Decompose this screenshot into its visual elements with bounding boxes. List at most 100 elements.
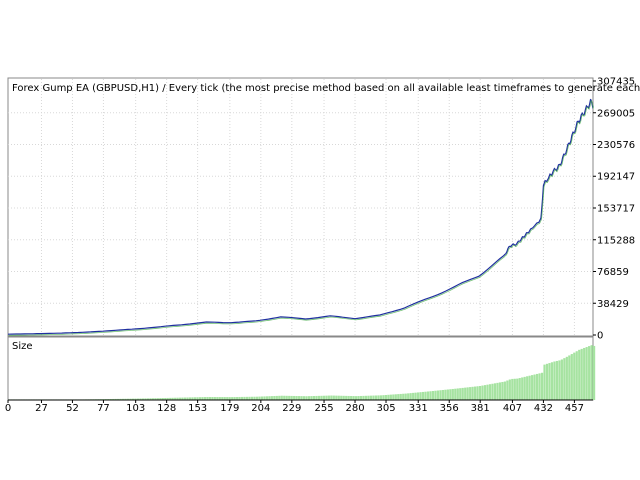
size-bar	[206, 396, 209, 400]
size-bar	[523, 376, 526, 400]
size-bar	[325, 395, 328, 400]
size-bar	[424, 391, 427, 400]
size-bar	[188, 397, 192, 400]
size-bar	[588, 346, 591, 400]
size-bar	[555, 360, 559, 400]
size-bar	[166, 397, 169, 400]
size-bar	[330, 395, 333, 400]
size-bar	[119, 398, 122, 400]
size-bar	[176, 397, 179, 400]
size-bar	[506, 380, 509, 400]
size-bar	[446, 389, 449, 400]
size-bar	[528, 375, 531, 400]
y-axis-ticks: 307435 269005 230576 192147 153717 115288 7685…	[593, 77, 635, 342]
y-tick-label: 76859	[597, 267, 629, 278]
size-bar	[169, 397, 172, 400]
x-tick-label: 52	[66, 403, 79, 414]
size-bar	[236, 397, 239, 400]
size-bar	[275, 395, 278, 400]
size-bar	[231, 397, 234, 400]
size-bar	[193, 397, 197, 400]
size-bar	[464, 387, 467, 400]
size-bar	[302, 396, 306, 400]
size-bar	[359, 395, 363, 400]
size-bar	[141, 398, 145, 400]
size-bar	[218, 397, 221, 400]
size-bar	[186, 397, 189, 400]
size-bar	[285, 395, 288, 400]
size-bar	[508, 379, 511, 400]
size-bar	[268, 396, 271, 400]
size-bar	[451, 388, 454, 400]
size-bar	[233, 397, 236, 400]
equity-line	[8, 100, 594, 336]
size-bar	[585, 347, 588, 400]
size-bar	[367, 395, 370, 400]
size-bar	[183, 397, 187, 400]
size-bar	[456, 388, 459, 400]
size-bar	[481, 385, 484, 400]
x-tick-label: 331	[409, 403, 428, 414]
size-bar	[419, 392, 422, 400]
size-bar	[203, 397, 207, 400]
size-bar	[320, 395, 323, 400]
size-bar	[327, 395, 330, 400]
size-bar	[558, 360, 561, 400]
y-tick-label: 153717	[597, 204, 635, 215]
size-bar	[476, 386, 479, 400]
size-bar	[389, 394, 392, 400]
size-bar	[317, 395, 321, 400]
size-bar	[384, 394, 387, 400]
size-bar	[404, 393, 407, 400]
size-bar	[466, 387, 469, 400]
y-tick-label: 192147	[597, 172, 635, 183]
size-bar	[498, 382, 502, 400]
size-bar	[412, 392, 415, 400]
x-tick-label: 381	[471, 403, 490, 414]
size-bar	[144, 398, 147, 400]
size-bar	[136, 398, 140, 400]
size-bar	[265, 396, 268, 400]
size-bar	[364, 395, 368, 400]
size-bar	[149, 398, 152, 400]
size-bar	[553, 361, 556, 400]
size-bar	[563, 358, 566, 400]
size-bar	[273, 396, 276, 400]
size-bar	[503, 381, 506, 400]
size-bar	[434, 390, 437, 400]
size-bar	[548, 363, 551, 400]
size-bar	[181, 397, 184, 400]
size-bar	[293, 395, 296, 400]
size-bar	[226, 397, 229, 400]
size-bar	[392, 394, 395, 400]
size-bar	[315, 395, 318, 400]
size-bar	[573, 352, 576, 400]
size-bar	[478, 385, 482, 400]
size-bar	[369, 395, 373, 400]
size-bar	[461, 387, 464, 400]
size-bar	[362, 395, 365, 400]
balance-line	[7, 98, 594, 335]
size-bar	[337, 395, 340, 400]
size-bar	[372, 395, 375, 400]
size-bar	[109, 398, 112, 400]
size-bar	[488, 384, 492, 400]
size-bar	[459, 388, 462, 400]
size-bar	[300, 396, 303, 400]
size-bar	[444, 389, 447, 400]
size-bar	[112, 398, 115, 400]
x-tick-label: 77	[97, 403, 110, 414]
size-bar	[159, 398, 162, 400]
size-bar	[469, 387, 472, 400]
size-bar	[580, 348, 583, 400]
y-tick-label: 307435	[597, 77, 635, 88]
size-bar	[146, 398, 150, 400]
size-bar	[531, 375, 534, 400]
size-bar	[570, 354, 573, 400]
size-bar	[263, 396, 266, 400]
size-bar	[139, 398, 142, 400]
size-bar	[402, 393, 405, 400]
size-bar	[345, 395, 348, 400]
size-bar	[493, 383, 497, 400]
